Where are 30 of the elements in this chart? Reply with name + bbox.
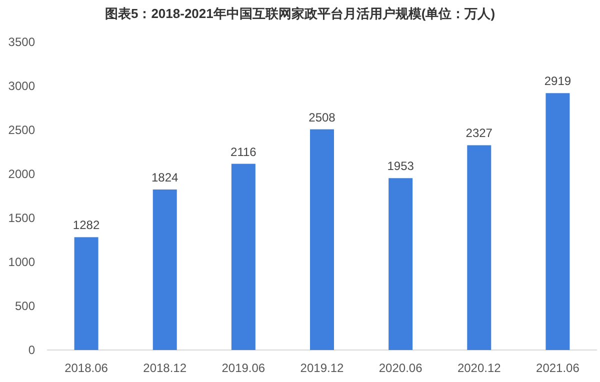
x-tick-label: 2020.12 <box>457 361 502 375</box>
y-tick-label: 1000 <box>8 255 36 269</box>
y-tick-label: 500 <box>14 299 36 313</box>
data-label: 2116 <box>230 144 257 159</box>
y-tick-label: 1500 <box>8 211 36 225</box>
bar <box>388 178 413 350</box>
x-tick-label: 2018.06 <box>64 361 108 375</box>
data-label: 2327 <box>466 126 493 140</box>
y-tick-label: 2000 <box>8 167 36 181</box>
y-tick-label: 3000 <box>8 79 36 93</box>
bar <box>546 93 570 350</box>
bar <box>467 145 492 350</box>
x-tick-label: 2021.06 <box>536 361 580 375</box>
x-tick-label: 2019.12 <box>300 361 344 375</box>
bar <box>231 164 256 350</box>
y-tick-label: 0 <box>28 343 36 357</box>
x-tick-label: 2018.12 <box>143 361 187 375</box>
y-tick-label: 3500 <box>8 35 36 49</box>
bar <box>152 189 177 350</box>
data-label: 2919 <box>544 74 572 88</box>
data-label: 1953 <box>387 159 414 174</box>
y-tick-label: 2500 <box>8 123 36 137</box>
bar <box>310 129 334 350</box>
x-tick-label: 2020.06 <box>378 361 423 375</box>
x-tick-label: 2019.06 <box>222 361 266 375</box>
bar <box>74 237 98 350</box>
data-label: 2508 <box>308 110 336 124</box>
chart-title: 图表5：2018-2021年中国互联网家政平台月活用户规模(单位：万人) <box>104 6 496 21</box>
data-label: 1824 <box>152 170 179 184</box>
data-label: 1282 <box>72 218 100 232</box>
